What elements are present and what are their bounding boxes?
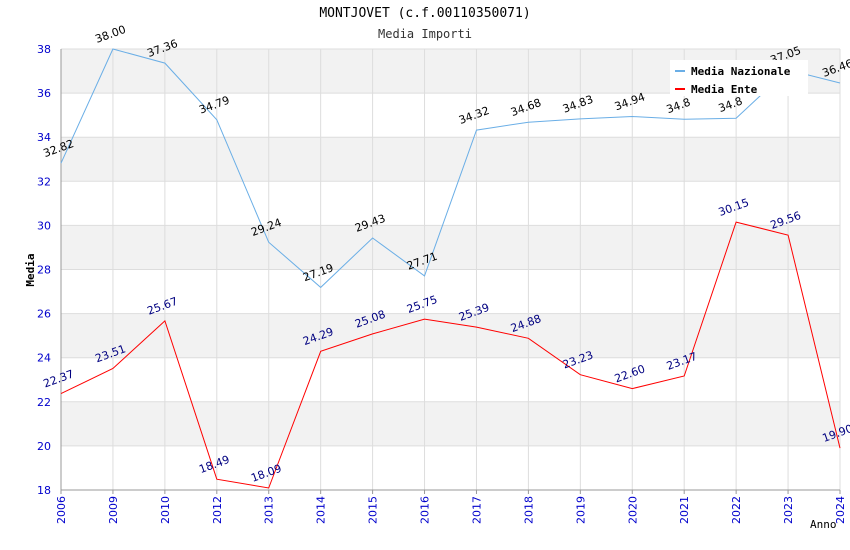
data-label-nazionale: 34.79: [197, 94, 231, 117]
y-tick-label: 26: [37, 308, 51, 321]
data-label-ente: 25.75: [405, 293, 439, 316]
y-tick-label: 30: [37, 219, 51, 232]
x-tick-label: 2019: [574, 496, 587, 524]
data-label-ente: 18.09: [249, 462, 283, 485]
y-tick-label: 36: [37, 87, 51, 100]
data-label-nazionale: 34.8: [717, 94, 744, 115]
y-tick-label: 28: [37, 264, 51, 277]
y-tick-label: 38: [37, 43, 51, 56]
chart-legend: Media Nazionale Media Ente: [670, 60, 808, 96]
series-line-media-nazionale: [60, 48, 841, 289]
data-label-nazionale: 38.00: [94, 23, 128, 46]
x-tick-label: 2024: [834, 496, 847, 524]
legend-swatch-ente: [675, 88, 685, 90]
x-tick-label: 2020: [626, 496, 639, 524]
x-tick-label: 2009: [107, 496, 120, 524]
x-axis-label: Anno: [810, 518, 837, 531]
y-tick-label: 32: [37, 175, 51, 188]
x-tick-label: 2021: [678, 496, 691, 524]
data-label-ente: 30.15: [717, 196, 751, 219]
y-tick-label: 20: [37, 440, 51, 453]
x-tick-label: 2014: [315, 496, 328, 524]
legend-swatch-nazionale: [675, 70, 685, 72]
y-tick-label: 18: [37, 484, 51, 497]
chart-title: MONTJOVET (c.f.00110350071): [319, 6, 531, 21]
legend-item-media-ente: Media Ente: [670, 81, 757, 97]
series-line-media-ente: [60, 221, 841, 489]
data-label-nazionale: 34.8: [665, 96, 692, 117]
legend-label-ente: Media Ente: [691, 82, 758, 96]
x-tick-label: 2015: [367, 496, 380, 524]
x-tick-label: 2022: [730, 496, 743, 524]
data-label-nazionale: 34.83: [561, 93, 595, 116]
data-label-nazionale: 34.32: [457, 104, 491, 127]
y-tick-label: 24: [37, 352, 51, 365]
grid-band: [61, 225, 840, 270]
x-tick-label: 2018: [522, 496, 535, 524]
data-label-ente: 22.37: [42, 367, 76, 390]
grid-band: [61, 401, 840, 446]
legend-item-media-nazionale: Media Nazionale: [670, 63, 790, 79]
data-label-nazionale: 34.94: [613, 90, 647, 113]
x-tick-label: 2012: [211, 496, 224, 524]
grid-band: [61, 137, 840, 182]
x-tick-label: 2013: [263, 496, 276, 524]
y-axis-label: Media: [24, 253, 37, 286]
legend-label-nazionale: Media Nazionale: [691, 64, 791, 78]
x-tick-label: 2006: [55, 496, 68, 524]
y-tick-label: 22: [37, 396, 51, 409]
data-label-nazionale: 34.68: [509, 96, 543, 119]
y-tick-label: 34: [37, 131, 51, 144]
data-label-ente: 22.60: [613, 362, 647, 385]
x-tick-label: 2010: [159, 496, 172, 524]
grid-band: [61, 313, 840, 358]
x-tick-label: 2017: [470, 496, 483, 524]
x-tick-label: 2023: [782, 496, 795, 524]
x-tick-label: 2016: [419, 496, 432, 524]
chart-subtitle: Media Importi: [378, 27, 472, 41]
